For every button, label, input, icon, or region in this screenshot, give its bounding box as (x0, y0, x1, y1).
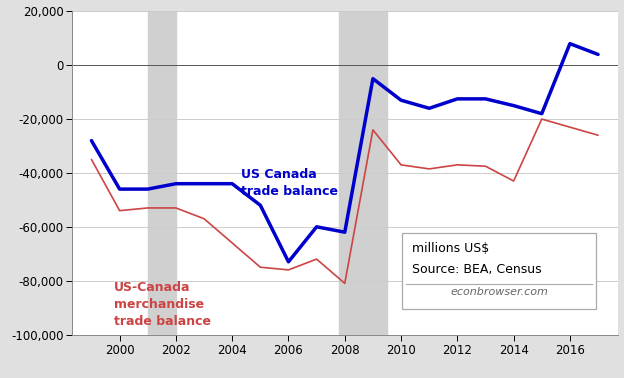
Text: US-Canada
merchandise
trade balance: US-Canada merchandise trade balance (114, 280, 211, 328)
Text: millions US$: millions US$ (412, 242, 489, 256)
Bar (148, 11, 176, 335)
Text: Source: BEA, Census: Source: BEA, Census (412, 263, 542, 276)
FancyBboxPatch shape (402, 233, 596, 309)
Text: US Canada
trade balance: US Canada trade balance (241, 167, 338, 198)
Text: econbrowser.com: econbrowser.com (450, 287, 548, 297)
Bar (339, 11, 387, 335)
